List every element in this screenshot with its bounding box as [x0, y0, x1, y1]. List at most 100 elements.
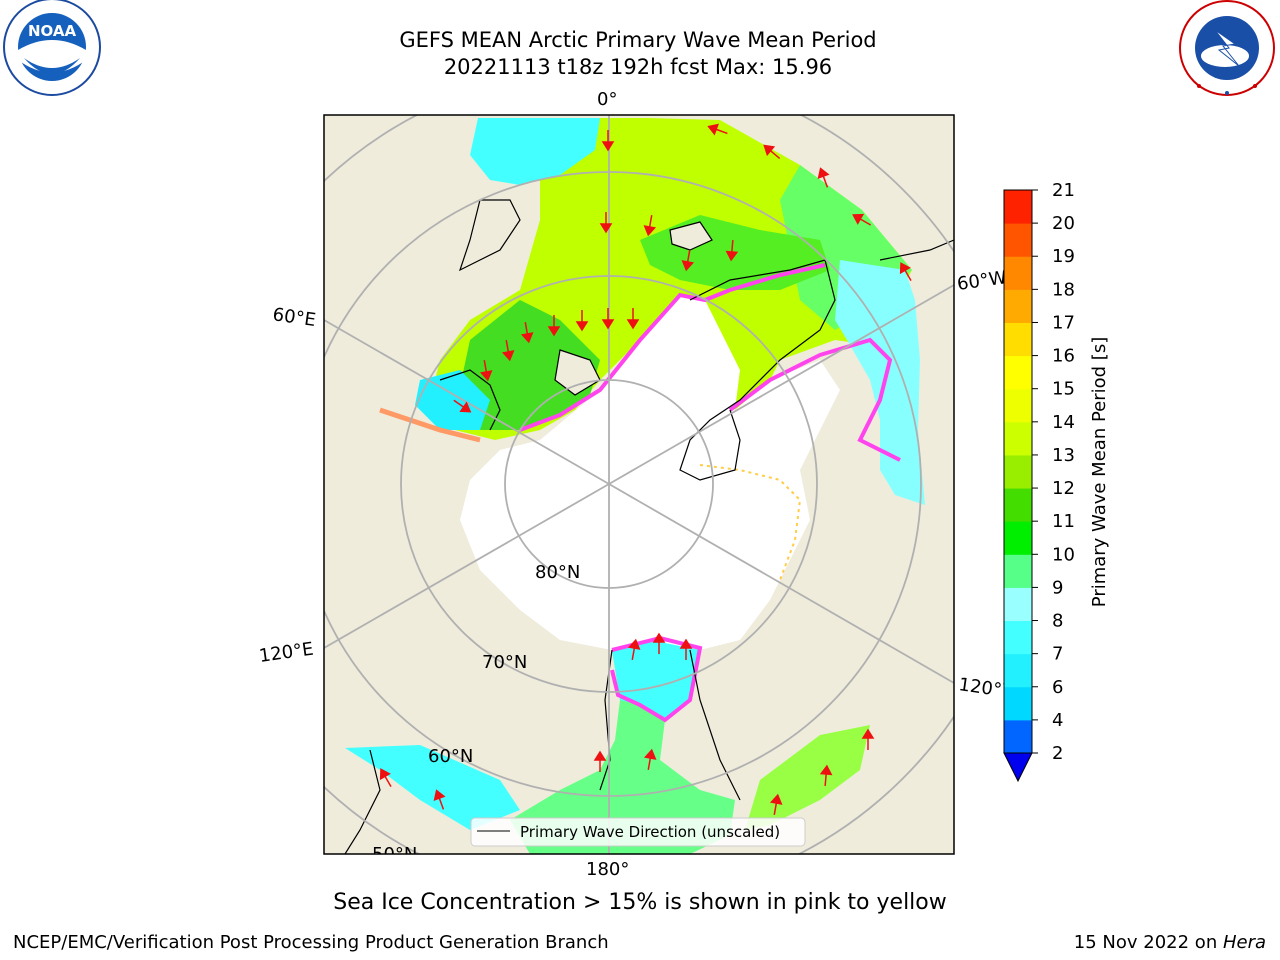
colorbar-segment [1004, 719, 1032, 754]
sea-ice-region [460, 295, 840, 650]
coast-labrador [879, 239, 954, 261]
colorbar-segment [1004, 454, 1032, 489]
parallel-label-50n: 50°N [372, 844, 417, 865]
ice-edge-baffin [728, 337, 901, 462]
wave-field-chukchi-sea [612, 635, 700, 720]
colorbar-segment [1004, 190, 1032, 224]
wave-field-white-sea [415, 370, 490, 430]
meridian-label-180: 180° [586, 859, 629, 880]
coast-alaska [689, 649, 741, 801]
sea-ice-note: Sea Ice Concentration > 15% is shown in … [333, 890, 947, 915]
wave-arrow [763, 144, 781, 160]
footer-date: 15 Nov 2022 on [1073, 932, 1223, 953]
meridian-120w [608, 483, 954, 684]
wave-arrow [679, 638, 693, 660]
wave-arrow [643, 748, 657, 770]
colorbar-extend-min [1003, 752, 1033, 783]
colorbar-tick-label: 2 [1052, 743, 1063, 764]
footer-right: 15 Nov 2022 on Hera [1074, 932, 1266, 953]
colorbar-frame [1003, 189, 1033, 754]
colorbar-tick-label: 15 [1052, 379, 1075, 400]
colorbar-segment [1004, 488, 1032, 522]
wave-arrow [601, 308, 615, 330]
wave-field-okhotsk-sea [345, 745, 520, 830]
wave-arrow [479, 360, 493, 382]
wave-field-barents-sea [455, 300, 600, 430]
wave-arrow [681, 250, 695, 272]
colorbar-tick-label: 14 [1052, 412, 1075, 433]
colorbar-tick-label: 20 [1052, 213, 1075, 234]
direction-legend-box [470, 817, 806, 847]
coast-iceland [669, 221, 713, 251]
colorbar-segment [1004, 289, 1032, 323]
colorbar-segment [1004, 521, 1032, 555]
colorbar-segment [1004, 322, 1032, 357]
coast-greenland [679, 259, 836, 481]
wave-arrow [433, 789, 446, 810]
footer-left: NCEP/EMC/Verification Post Processing Pr… [13, 932, 609, 953]
colorbar-segment [1004, 686, 1032, 721]
meridian-label-60e: 60°E [271, 304, 317, 331]
colorbar-segment [1004, 256, 1032, 290]
colorbar-tick-label: 16 [1052, 346, 1075, 367]
colorbar-tick-label: 8 [1052, 611, 1063, 632]
wave-arrow [593, 750, 607, 772]
colorbar-tick-label: 4 [1052, 710, 1063, 731]
colorbar-segment [1004, 620, 1032, 655]
wave-direction-arrows [379, 123, 912, 815]
wave-arrow [453, 399, 472, 413]
parallel-label-80n: 80°N [535, 562, 580, 583]
coast-svalbard [554, 349, 601, 396]
colorbar-segment [1004, 355, 1032, 390]
colorbar: 2 4 6 7 8 9 10 11 12 13 14 15 16 17 18 19 20 21 [1003, 180, 1075, 783]
meridian-60w [608, 284, 954, 485]
colorbar-tick-label: 7 [1052, 644, 1063, 665]
coast-kamchatka [344, 749, 381, 854]
nws-logo [1179, 0, 1275, 96]
wave-arrow [599, 212, 613, 234]
parallel-label-70n: 70°N [482, 652, 527, 673]
ice-edge-chukchi [610, 635, 703, 723]
wave-arrow [852, 213, 872, 226]
map-plot-area: 80°N 70°N 60°N 50°N Primary Wave Directi… [324, 115, 954, 865]
wave-arrow [643, 215, 657, 237]
wave-arrow [652, 632, 666, 654]
parallel-label-60n: 60°N [428, 746, 473, 767]
wave-arrow [575, 310, 589, 332]
noaa-logo-text: NOAA [28, 22, 77, 40]
wave-field-baffin-bay [835, 260, 925, 505]
colorbar-segment [1004, 421, 1032, 456]
noaa-logo: NOAA [3, 0, 101, 96]
wave-arrow [819, 764, 833, 787]
coast-scandinavia [458, 199, 521, 272]
wave-arrow [899, 262, 912, 282]
colorbar-tick-label: 9 [1052, 577, 1063, 598]
direction-legend-label: Primary Wave Direction (unscaled) [520, 823, 780, 841]
colorbar-tick-label: 18 [1052, 279, 1075, 300]
wave-arrow [817, 167, 830, 188]
wave-arrow [861, 728, 875, 750]
colorbar-segment [1004, 388, 1032, 423]
meridian-120e [324, 483, 610, 649]
colorbar-tick-label: 19 [1052, 246, 1075, 267]
wave-arrow [707, 123, 728, 136]
map-title-line1: GEFS MEAN Arctic Primary Wave Mean Perio… [399, 28, 877, 52]
graticule [324, 115, 954, 854]
wave-field-baltic [470, 118, 600, 185]
colorbar-label: Primary Wave Mean Period [s] [1089, 337, 1110, 607]
coast-novaya-zemlya [439, 369, 501, 431]
wave-arrow [725, 239, 739, 262]
wave-arrow [547, 315, 561, 337]
meridian-label-60w: 60°W [956, 267, 1008, 295]
wave-arrow [627, 638, 641, 660]
wave-arrow [601, 130, 615, 152]
colorbar-segment [1004, 223, 1032, 257]
colorbar-tick-label: 6 [1052, 677, 1063, 698]
colorbar-tick-label: 17 [1052, 312, 1075, 333]
map-frame [323, 114, 955, 855]
colorbar-tick-label: 12 [1052, 478, 1075, 499]
meridian-label-120e: 120°E [258, 639, 315, 667]
wave-arrow [379, 768, 392, 788]
ice-edge-kara [379, 407, 481, 443]
